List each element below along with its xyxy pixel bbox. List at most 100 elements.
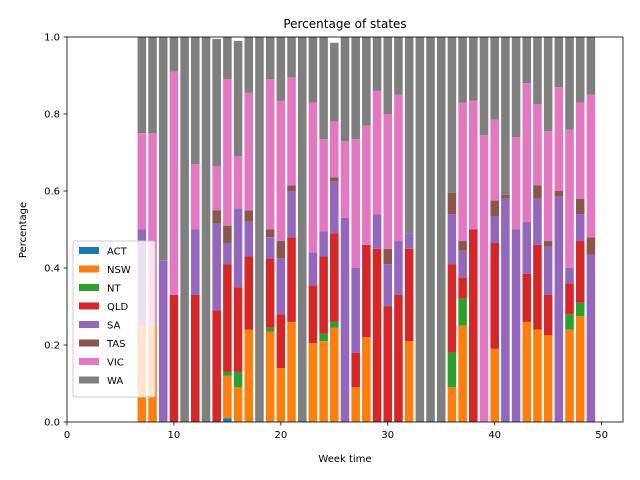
y-axis-label: Percentage <box>18 202 29 258</box>
bar-segment-vic <box>565 129 574 268</box>
bar-segment-wa <box>180 37 189 422</box>
bar-segment-wa <box>297 37 307 422</box>
bar-segment-wa <box>223 37 232 80</box>
bar-segment-sa <box>554 196 564 422</box>
x-tick-label: 10 <box>168 430 181 441</box>
bar-segment-vic <box>330 121 339 178</box>
bar-segment-wa <box>319 37 328 140</box>
legend-label-qld: QLD <box>107 302 128 313</box>
bar-segment-tas <box>244 210 254 222</box>
bar-segment-sa <box>533 198 542 245</box>
bar-segment-nsw <box>233 387 243 422</box>
bar-segment-sa <box>233 208 243 288</box>
bar-segment-qld <box>543 294 553 336</box>
bar-segment-sa <box>404 233 414 249</box>
bar-segment-wa <box>458 37 467 103</box>
bar-segment-wa <box>201 37 211 422</box>
bar-segment-sa <box>223 242 232 265</box>
legend-label-nt: NT <box>107 284 121 295</box>
legend-swatch-qld <box>79 302 99 310</box>
bar-segment-qld <box>490 242 499 349</box>
x-tick-label: 20 <box>274 430 287 441</box>
bar-segment-wa <box>469 37 478 101</box>
bar-segment-wa <box>415 37 425 422</box>
bar-segment-sa <box>340 217 350 422</box>
bar-segment-qld <box>212 310 221 422</box>
bar-segment-qld <box>276 314 286 369</box>
bar-segment-nsw <box>362 337 371 422</box>
y-tick-label: 0.6 <box>44 187 60 198</box>
bar-segment-sa <box>447 214 457 265</box>
bar-segment-vic <box>511 137 521 230</box>
bar-segment-vic <box>554 87 564 191</box>
bar-segment-qld <box>351 352 360 388</box>
bar-segment-wa <box>287 37 296 78</box>
bar-segment-sa <box>276 258 286 315</box>
bar-segment-tas <box>575 198 585 215</box>
bar-segment-qld <box>469 229 478 422</box>
bar-segment-tas <box>383 248 393 265</box>
bar-segment-vic <box>319 139 328 232</box>
bar-segment-qld <box>447 264 457 353</box>
bar-segment-tas <box>490 200 499 217</box>
bar-segment-nt <box>447 352 457 388</box>
bar-segment-sa <box>308 252 318 286</box>
bar-segment-vic <box>458 102 467 242</box>
bar-segment-wa <box>169 37 179 72</box>
bar-segment-qld <box>330 233 339 322</box>
bar-segment-wa <box>586 37 596 95</box>
bar-segment-tas <box>554 191 564 197</box>
bar-segment-tas <box>287 185 296 191</box>
bar-segment-wa <box>233 40 243 157</box>
bar-segment-vic <box>362 125 371 245</box>
bar-segment-sa <box>212 223 221 311</box>
x-tick-label: 40 <box>488 430 501 441</box>
legend: ACT NSW NT QLD SA TAS VIC WA <box>72 240 156 398</box>
bar-segment-qld <box>319 256 328 334</box>
bar-segment-sa <box>490 216 499 243</box>
bar-segment-nsw <box>351 387 360 422</box>
bar-segment-tas <box>586 237 596 255</box>
y-tick-label: 0.0 <box>44 418 60 429</box>
bar-segment-sa <box>586 254 596 422</box>
bar-segment-wa <box>511 37 521 138</box>
bar-segment-sa <box>244 221 254 257</box>
bar-segment-tas <box>265 229 275 238</box>
bar-segment-vic <box>340 140 350 218</box>
bar-segment-vic <box>522 83 532 222</box>
chart-title: Percentage of states <box>283 17 406 31</box>
bar-segment-wa <box>276 37 286 101</box>
bar-segment-qld <box>191 294 200 422</box>
bar-segment-nt <box>223 371 232 376</box>
bar-segment-sa <box>458 250 467 278</box>
bar-segment-wa <box>372 37 382 91</box>
bar-segment-wa <box>554 37 564 88</box>
bar-segment-vic <box>575 102 585 199</box>
bar-segment-wa <box>533 37 542 105</box>
bar-segment-sa <box>383 264 393 307</box>
bar-segment-vic <box>394 94 403 242</box>
legend-label-tas: TAS <box>106 339 126 350</box>
x-tick-label: 0 <box>64 430 70 441</box>
bar-segment-nsw <box>287 321 296 422</box>
bar-segment-act <box>223 418 232 422</box>
bar-segment-wa <box>501 37 510 195</box>
bar-segment-nt <box>575 302 585 317</box>
bar-segment-qld <box>287 237 296 322</box>
bar-segment-vic <box>137 133 147 230</box>
bar-segment-nsw <box>565 329 574 422</box>
bar-segment-nsw <box>533 329 542 422</box>
bar-segment-nsw <box>458 325 467 422</box>
bars-layer <box>137 37 596 423</box>
bar-segment-vic <box>479 135 489 422</box>
bar-segment-wa <box>255 37 264 422</box>
bar-segment-nt <box>319 333 328 342</box>
bar-segment-qld <box>233 287 243 372</box>
bar-segment-sa <box>191 229 200 295</box>
bar-segment-vic <box>308 102 318 253</box>
bar-segment-wa <box>148 37 157 134</box>
bar-segment-sa <box>351 268 360 353</box>
bar-segment-qld <box>169 294 179 422</box>
bar-segment-sa <box>330 181 339 234</box>
